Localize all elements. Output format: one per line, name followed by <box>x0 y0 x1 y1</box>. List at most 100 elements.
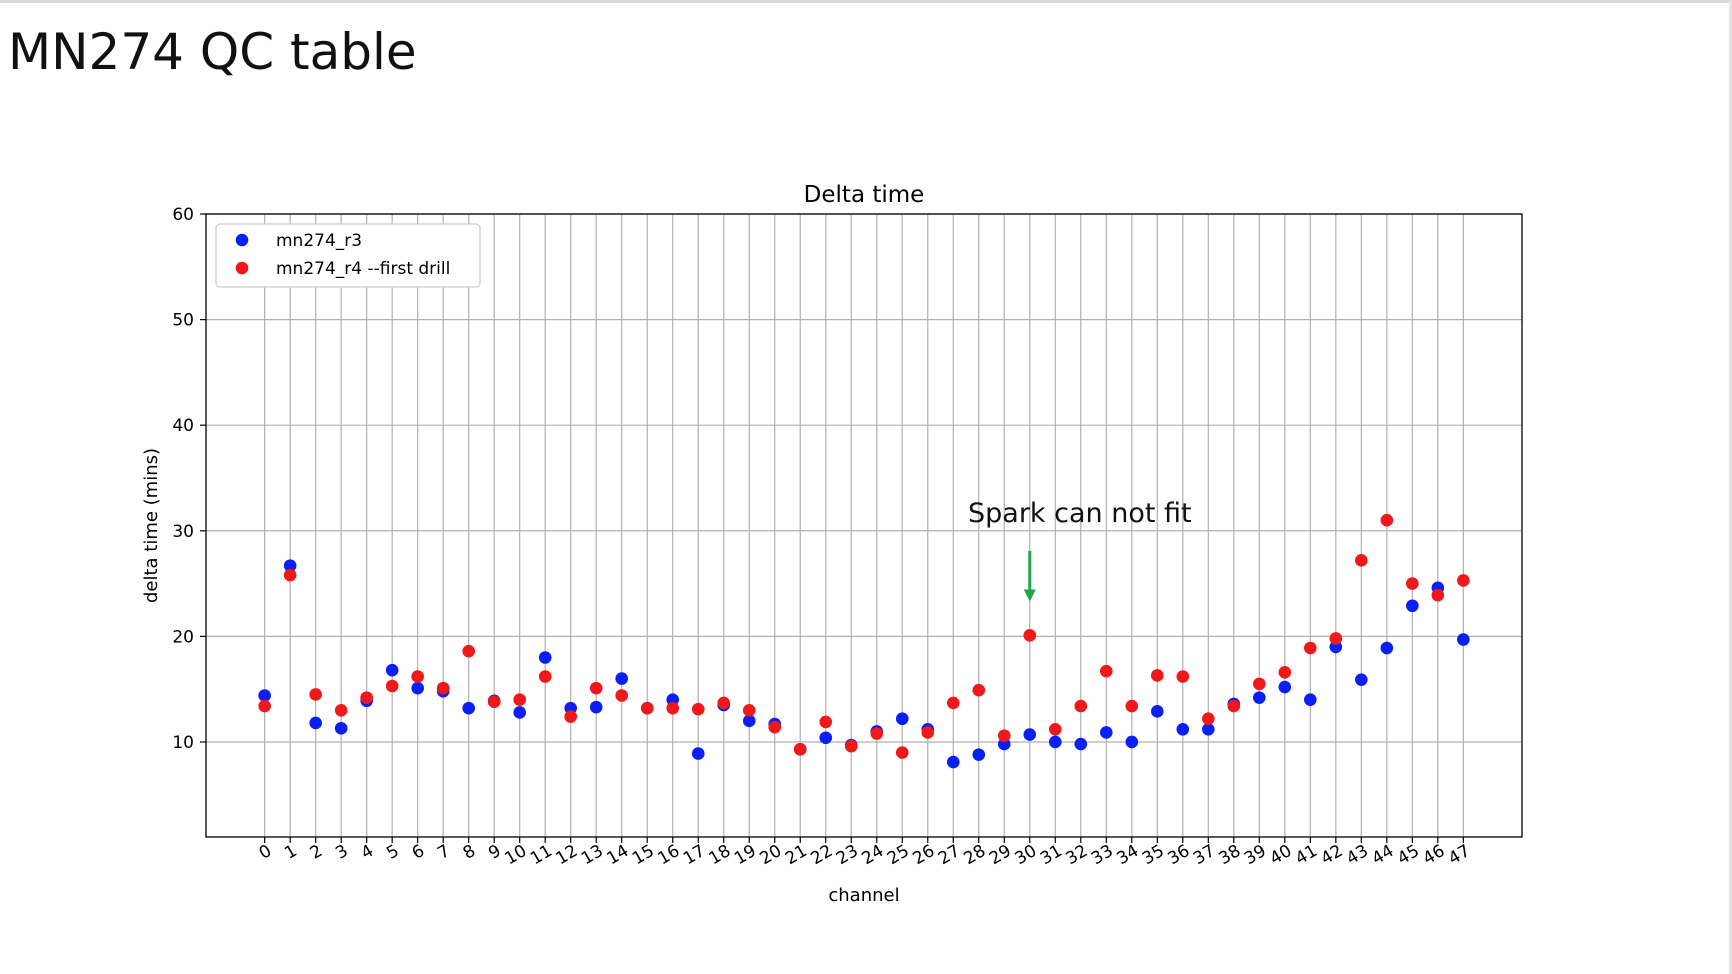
point-mn274-r4 <box>921 726 935 739</box>
x-tick-label: 21 <box>782 841 811 869</box>
point-mn274-r4 <box>462 644 475 658</box>
point-mn274-r3 <box>283 559 297 572</box>
point-mn274-r3 <box>1457 633 1470 646</box>
legend-marker-mn274-r3 <box>235 233 249 247</box>
y-tick-label: 30 <box>172 522 194 542</box>
x-tick-label: 13 <box>578 841 607 869</box>
point-mn274-r4 <box>717 696 731 710</box>
x-tick-label: 25 <box>884 841 913 869</box>
y-tick-label: 10 <box>172 733 194 753</box>
point-mn274-r3 <box>258 689 271 702</box>
point-mn274-r4 <box>819 715 833 729</box>
x-tick-label: 47 <box>1445 841 1474 869</box>
point-mn274-r4 <box>1099 664 1113 678</box>
x-tick-label: 39 <box>1241 841 1270 869</box>
point-mn274-r3 <box>462 701 475 715</box>
chart-title: Delta time <box>804 182 925 208</box>
slide-right-border <box>1729 0 1732 974</box>
point-mn274-r4 <box>309 688 322 701</box>
legend-box <box>215 223 481 288</box>
x-tick-label: 40 <box>1267 841 1296 869</box>
x-tick-label: 11 <box>527 841 556 869</box>
point-mn274-r4 <box>258 699 271 713</box>
point-mn274-r4 <box>793 743 807 756</box>
point-mn274-r4 <box>283 568 297 582</box>
point-mn274-r3 <box>1099 726 1113 739</box>
point-mn274-r3 <box>1048 735 1062 749</box>
legend-marker-mn274-r4 <box>235 261 249 275</box>
point-mn274-r4 <box>1304 641 1317 655</box>
x-tick-label: 15 <box>629 841 658 869</box>
x-tick-label: 42 <box>1318 841 1347 869</box>
x-tick-label: 7 <box>434 841 453 864</box>
y-tick-label: 40 <box>172 416 194 436</box>
point-mn274-r3 <box>742 714 756 728</box>
legend-label-mn274-r3: mn274_r3 <box>276 231 362 251</box>
x-tick-label: 34 <box>1114 841 1143 869</box>
x-tick-label: 5 <box>383 841 402 864</box>
x-tick-label: 36 <box>1165 841 1194 869</box>
point-mn274-r4 <box>1176 670 1190 683</box>
x-tick-label: 6 <box>409 841 428 864</box>
x-tick-label: 17 <box>680 841 709 869</box>
point-mn274-r3 <box>538 651 552 664</box>
point-mn274-r4 <box>385 679 399 693</box>
point-mn274-r4 <box>1278 665 1292 679</box>
point-mn274-r3 <box>1202 722 1215 736</box>
data-points <box>258 513 1470 769</box>
point-mn274-r3 <box>895 712 909 726</box>
point-mn274-r4 <box>1406 577 1419 590</box>
point-mn274-r3 <box>1125 735 1139 749</box>
annotation-arrow <box>1023 550 1036 602</box>
x-tick-label: 18 <box>705 841 734 869</box>
point-mn274-r3 <box>1406 599 1419 613</box>
point-mn274-r4 <box>742 703 756 717</box>
point-mn274-r4 <box>666 701 680 715</box>
x-tick-label: 35 <box>1139 841 1168 869</box>
point-mn274-r4 <box>1431 588 1445 602</box>
point-mn274-r3 <box>513 706 526 719</box>
point-mn274-r3 <box>309 716 322 730</box>
annotation-arrow-head <box>1023 589 1036 602</box>
point-mn274-r4 <box>334 703 348 717</box>
point-mn274-r4 <box>615 689 629 702</box>
point-mn274-r4 <box>360 691 373 704</box>
x-tick-label: 8 <box>460 841 479 864</box>
x-tick-label: 37 <box>1190 841 1219 869</box>
x-tick-label: 43 <box>1343 841 1372 869</box>
y-axis-label: delta time (mins) <box>141 448 162 603</box>
point-mn274-r4 <box>1227 699 1241 713</box>
y-tick-label: 60 <box>172 205 194 225</box>
y-tick-label: 50 <box>172 311 194 331</box>
point-mn274-r3 <box>1150 705 1164 718</box>
x-tick-label: 33 <box>1088 841 1117 869</box>
grid-lines <box>206 213 1522 837</box>
x-tick-label: 10 <box>501 841 530 869</box>
point-mn274-r4 <box>1329 632 1343 645</box>
point-mn274-r4 <box>640 701 654 715</box>
point-mn274-r4 <box>513 693 526 707</box>
x-tick-label: 1 <box>281 841 300 864</box>
x-tick-label: 41 <box>1292 841 1321 869</box>
x-tick-label: 19 <box>731 841 760 869</box>
point-mn274-r3 <box>1355 673 1368 686</box>
point-mn274-r4 <box>436 681 450 695</box>
point-mn274-r3 <box>1176 722 1190 736</box>
point-mn274-r4 <box>691 702 705 716</box>
point-mn274-r4 <box>844 739 858 753</box>
x-tick-label: 22 <box>808 841 837 869</box>
point-mn274-r4 <box>870 727 884 740</box>
x-tick-label: 3 <box>332 841 351 864</box>
x-tick-label: 24 <box>859 841 888 869</box>
x-tick-label: 46 <box>1420 841 1449 869</box>
x-tick-label: 23 <box>833 841 862 869</box>
x-tick-label: 2 <box>307 841 326 864</box>
y-tick-label: 20 <box>172 627 194 647</box>
x-tick-label: 20 <box>756 841 785 869</box>
x-tick-label: 0 <box>256 841 275 864</box>
point-mn274-r4 <box>1074 699 1088 713</box>
point-mn274-r4 <box>1125 699 1139 713</box>
point-mn274-r3 <box>1023 728 1037 741</box>
plot-frame <box>205 213 1523 838</box>
